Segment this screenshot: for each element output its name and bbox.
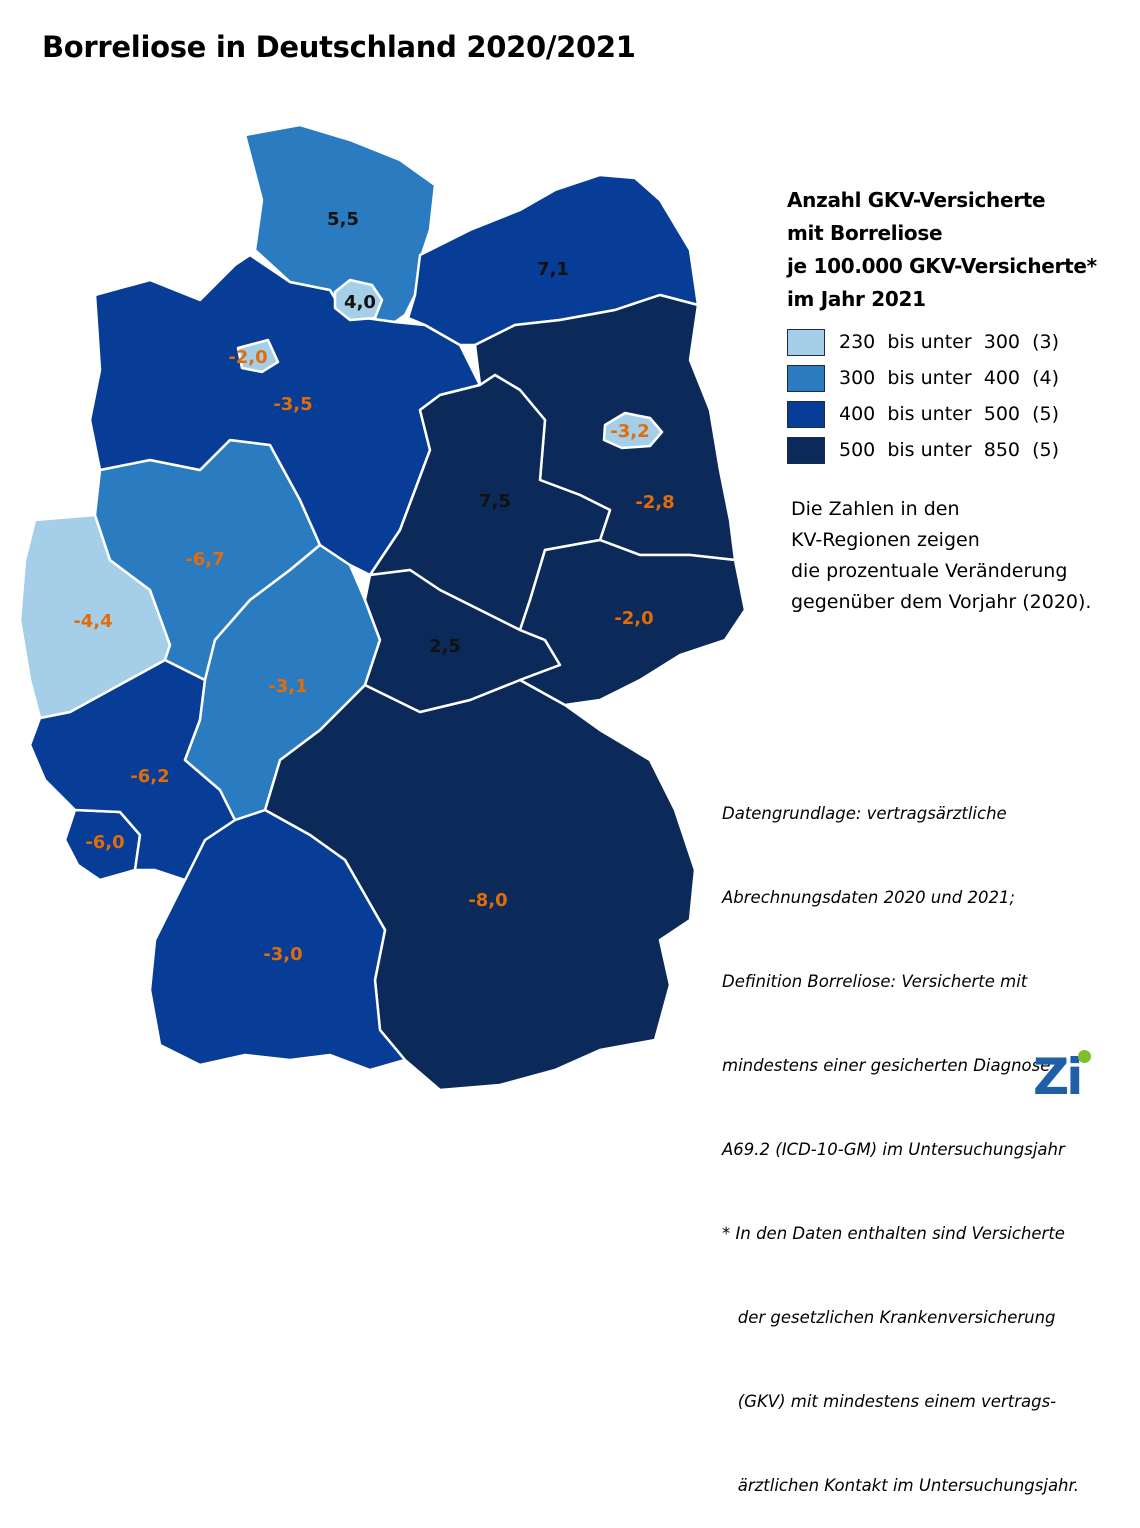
label-schleswig-holstein: 5,5 [327, 209, 359, 230]
label-hessen: -3,1 [268, 676, 307, 697]
legend-item: 500 bis unter 850 (5) [787, 432, 1097, 468]
legend-range-label: 230 bis unter 300 (3) [839, 331, 1059, 353]
source-line: * In den Daten enthalten sind Versichert… [722, 1224, 1065, 1243]
legend-item: 230 bis unter 300 (3) [787, 324, 1097, 360]
region-hessen[interactable] [183, 543, 382, 822]
legend-items: 230 bis unter 300 (3) 300 bis unter 400 (… [787, 324, 1097, 468]
legend-range-label: 300 bis unter 400 (4) [839, 367, 1059, 389]
source-note: Datengrundlage: vertragsärztliche Abrech… [722, 744, 1079, 1528]
note-line: die prozentuale Veränderung [791, 560, 1068, 582]
label-bremen: -2,0 [228, 347, 267, 368]
source-line: mindestens einer gesicherten Diagnose [722, 1056, 1051, 1075]
legend-swatch [787, 328, 825, 356]
label-hamburg: 4,0 [344, 292, 376, 313]
label-mecklenburg-vorpommern: 7,1 [537, 259, 569, 280]
germany-map: 5,5 4,0 7,1 -2,0 -3,5 -3,2 -2,8 7,5 -6,7… [18, 123, 747, 1092]
note-line: Die Zahlen in den [791, 498, 960, 520]
label-bayern: -8,0 [468, 890, 507, 911]
source-line: ärztlichen Kontakt im Untersuchungsjahr. [722, 1476, 1080, 1495]
source-line: (GKV) mit mindestens einem vertrags- [722, 1392, 1057, 1411]
region-schleswig-holstein[interactable] [243, 123, 437, 324]
source-line: Definition Borreliose: Versicherte mit [722, 972, 1028, 991]
label-westfalen-lippe: -6,7 [185, 549, 224, 570]
legend-swatch [787, 436, 825, 464]
legend-title-line: Anzahl GKV-Versicherte [787, 188, 1046, 212]
label-niedersachsen: -3,5 [273, 394, 312, 415]
source-line: A69.2 (ICD-10-GM) im Untersuchungsjahr [722, 1140, 1065, 1159]
legend-title-line: im Jahr 2021 [787, 287, 926, 311]
region-hamburg[interactable] [333, 278, 384, 322]
legend-item: 400 bis unter 500 (5) [787, 396, 1097, 432]
label-sachsen-anhalt: 7,5 [479, 491, 511, 512]
label-brandenburg: -2,8 [635, 492, 674, 513]
note-line: KV-Regionen zeigen [791, 529, 980, 551]
label-sachsen: -2,0 [614, 608, 653, 629]
legend-item: 300 bis unter 400 (4) [787, 360, 1097, 396]
legend-range-label: 500 bis unter 850 (5) [839, 439, 1059, 461]
legend-range-label: 400 bis unter 500 (5) [839, 403, 1059, 425]
note-line: gegenüber dem Vorjahr (2020). [791, 591, 1092, 613]
change-note: Die Zahlen in den KV-Regionen zeigen die… [791, 494, 1091, 618]
legend-title-line: mit Borreliose [787, 221, 943, 245]
legend: Anzahl GKV-Versicherte mit Borreliose je… [787, 184, 1097, 468]
legend-title: Anzahl GKV-Versicherte mit Borreliose je… [787, 184, 1097, 316]
zi-logo: Zi [1033, 1048, 1083, 1106]
label-thueringen: 2,5 [429, 636, 461, 657]
label-berlin: -3,2 [610, 421, 649, 442]
region-bremen[interactable] [236, 338, 280, 374]
label-rheinland-pfalz: -6,2 [130, 766, 169, 787]
legend-title-line: je 100.000 GKV-Versicherte* [787, 254, 1097, 278]
legend-swatch [787, 364, 825, 392]
region-sachsen[interactable] [518, 538, 747, 707]
label-baden-wuerttemberg: -3,0 [263, 944, 302, 965]
source-line: der gesetzlichen Krankenversicherung [722, 1308, 1056, 1327]
source-line: Abrechnungsdaten 2020 und 2021; [722, 888, 1015, 907]
legend-swatch [787, 400, 825, 428]
zi-logo-dot [1078, 1050, 1091, 1063]
label-saarland: -6,0 [85, 832, 124, 853]
source-line: Datengrundlage: vertragsärztliche [722, 804, 1007, 823]
region-berlin[interactable] [602, 411, 664, 450]
label-nordrhein: -4,4 [73, 611, 112, 632]
map-title: Borreliose in Deutschland 2020/2021 [42, 30, 636, 64]
